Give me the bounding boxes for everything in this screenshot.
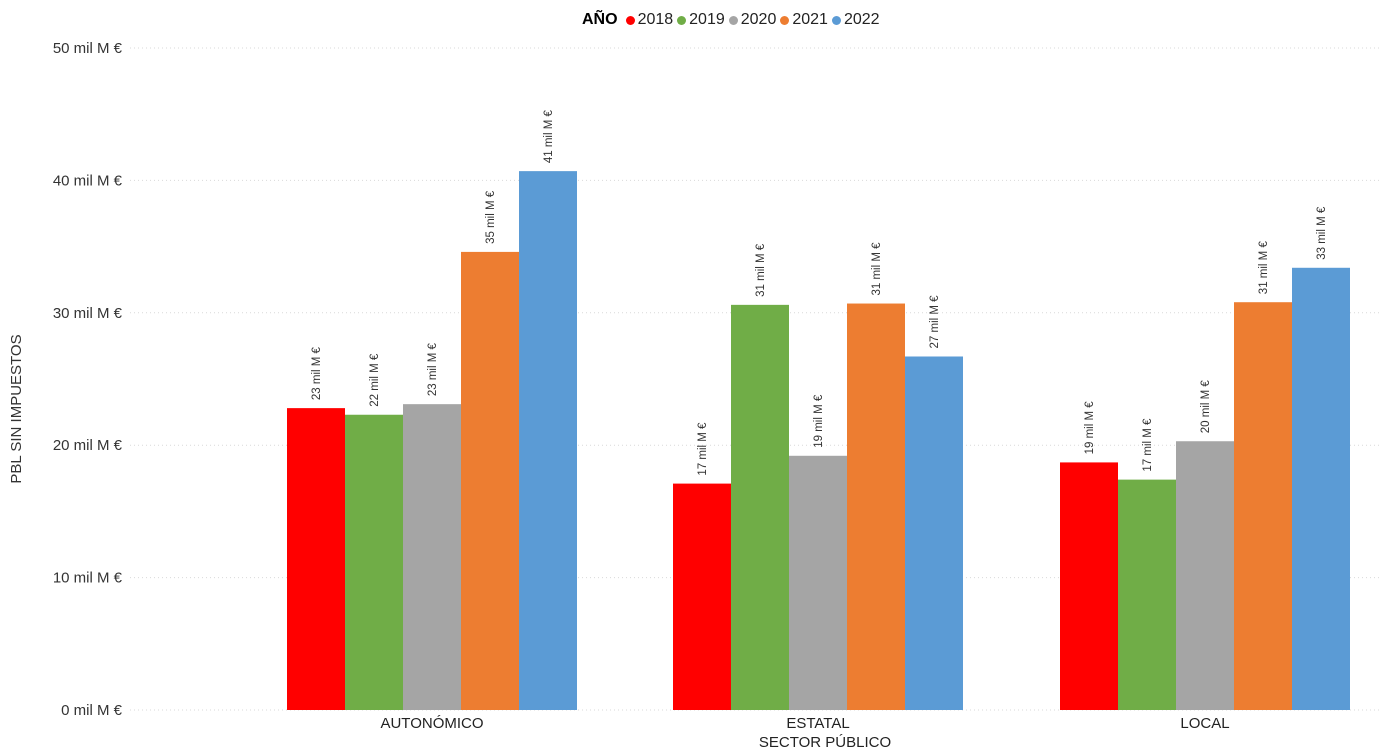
data-label: 19 mil M € xyxy=(1084,401,1096,455)
data-label: 23 mil M € xyxy=(427,343,439,397)
y-tick-label: 0 mil M € xyxy=(61,702,123,719)
legend-title: AÑO xyxy=(582,11,618,28)
data-label: 27 mil M € xyxy=(929,295,941,349)
data-label: 31 mil M € xyxy=(755,243,767,297)
bar-2020-autonómico[interactable] xyxy=(403,404,461,710)
legend-label-2020: 2020 xyxy=(740,11,777,28)
legend-marker-2020 xyxy=(728,15,738,25)
legend-marker-2021 xyxy=(780,15,790,25)
y-tick-label: 10 mil M € xyxy=(53,570,123,587)
category-label: AUTONÓMICO xyxy=(380,715,483,732)
data-label: 33 mil M € xyxy=(1316,206,1328,260)
bar-2020-local[interactable] xyxy=(1176,441,1234,710)
data-label: 35 mil M € xyxy=(485,190,497,244)
legend-marker-2019 xyxy=(677,15,687,25)
legend-marker-2022 xyxy=(831,15,841,25)
category-label: LOCAL xyxy=(1180,715,1229,732)
data-label: 19 mil M € xyxy=(813,394,825,448)
bar-2019-estatal[interactable] xyxy=(731,304,789,710)
legend-item-2022[interactable]: 2022 xyxy=(831,11,880,29)
bar-2020-estatal[interactable] xyxy=(789,455,847,710)
data-label: 23 mil M € xyxy=(311,346,323,400)
legend-item-2018[interactable]: 2018 xyxy=(625,11,674,29)
bar-2022-local[interactable] xyxy=(1292,267,1350,710)
y-tick-label: 30 mil M € xyxy=(53,305,123,322)
category-label: ESTATAL xyxy=(786,715,849,732)
y-tick-label: 20 mil M € xyxy=(53,437,123,454)
data-label: 17 mil M € xyxy=(697,422,709,476)
data-label: 20 mil M € xyxy=(1200,380,1212,434)
bar-2022-estatal[interactable] xyxy=(905,356,963,710)
data-label: 31 mil M € xyxy=(1258,241,1270,295)
y-tick-label: 50 mil M € xyxy=(53,40,123,57)
legend-label-2018: 2018 xyxy=(637,11,674,28)
data-label: 41 mil M € xyxy=(543,109,555,163)
legend-marker-2018 xyxy=(625,15,635,25)
bar-2021-autonómico[interactable] xyxy=(461,251,519,710)
bar-2021-local[interactable] xyxy=(1234,302,1292,710)
bar-2018-autonómico[interactable] xyxy=(287,408,345,710)
bar-2022-autonómico[interactable] xyxy=(519,171,577,710)
y-tick-label: 40 mil M € xyxy=(53,172,123,189)
legend-item-2019[interactable]: 2019 xyxy=(677,11,725,29)
bar-2018-estatal[interactable] xyxy=(673,483,731,710)
data-label: 31 mil M € xyxy=(871,242,883,296)
bar-2018-local[interactable] xyxy=(1060,462,1118,710)
legend-label-2022: 2022 xyxy=(843,11,880,28)
data-label: 22 mil M € xyxy=(369,353,381,407)
y-axis-title: PBL SIN IMPUESTOS xyxy=(8,334,25,483)
x-axis-title: SECTOR PÚBLICO xyxy=(759,734,891,751)
bar-2019-local[interactable] xyxy=(1118,479,1176,710)
legend-item-2021[interactable]: 2021 xyxy=(780,11,828,29)
legend-label-2021: 2021 xyxy=(792,11,828,28)
bar-2019-autonómico[interactable] xyxy=(345,414,403,710)
bar-2021-estatal[interactable] xyxy=(847,303,905,710)
legend: AÑO 2018 2019 2020 2021 2022 xyxy=(582,11,884,29)
data-label: 17 mil M € xyxy=(1142,418,1154,472)
legend-label-2019: 2019 xyxy=(689,11,725,28)
legend-item-2020[interactable]: 2020 xyxy=(728,11,777,29)
